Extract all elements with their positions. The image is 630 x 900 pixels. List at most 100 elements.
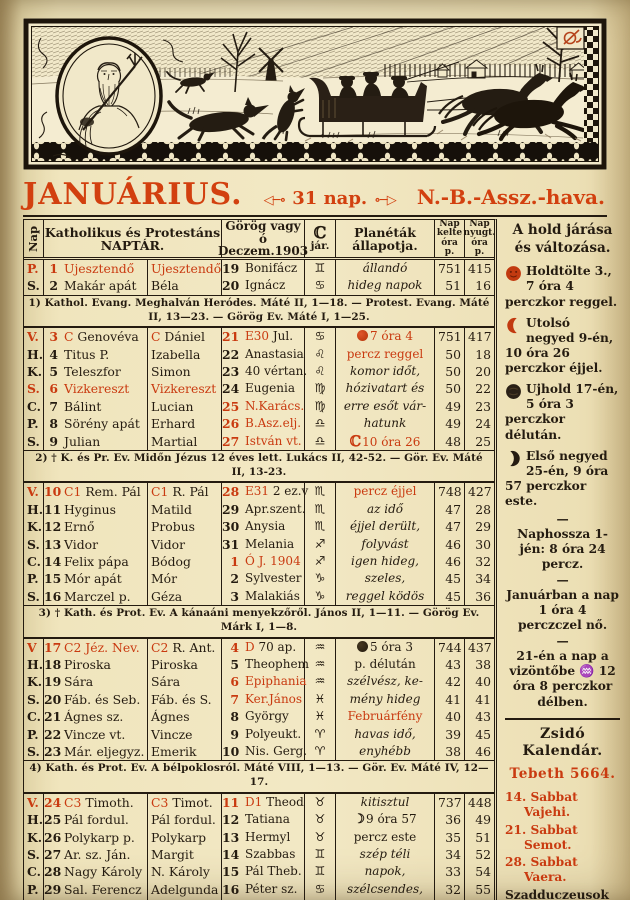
- sunset-time: 46: [475, 744, 491, 759]
- day-letter: C.: [24, 397, 44, 416]
- planet-weather-note: napok,: [336, 863, 435, 881]
- greek-day-number: 12: [222, 812, 240, 828]
- day-letter: C.: [24, 553, 44, 571]
- protestant-name: Martial: [148, 432, 222, 451]
- greek-day-number: 15: [222, 864, 240, 880]
- greek-name: E31 2 ez.v: [242, 483, 308, 501]
- sunrise-time: 50: [435, 380, 465, 398]
- day-letter: K.: [24, 828, 44, 847]
- day-count: 31 nap.: [292, 188, 368, 209]
- header-greek: Görög vagy ó Deczem.1903: [217, 219, 309, 259]
- day-count-group: ◁─∘ 31 nap. ∘─▷: [264, 188, 397, 209]
- zodiac-sign-icon: ♓: [305, 708, 336, 726]
- greek-day-number: 3: [230, 588, 239, 604]
- calendar-day-row: K. 12 Ernő Probus 30 Anysia ♏ éjjel derült, 47 29: [24, 518, 494, 536]
- planet-weather-note: szeles,: [336, 570, 435, 588]
- catholic-day-number: 21: [44, 709, 62, 725]
- sunset-time: 38: [475, 657, 491, 673]
- jewish-entry: 21. Sabbat Semot.: [505, 822, 578, 852]
- moon-phase-list: Holdtölte 3., 7 óra 4 perczkor reggel. Ut…: [505, 264, 620, 509]
- sunrise-time: 35: [435, 828, 465, 847]
- planet-weather-note: folyvást: [336, 535, 435, 554]
- sunset-time: 29: [475, 519, 491, 535]
- protestant-name: Ujesztendő: [148, 260, 222, 278]
- moon-phase-text: Ujhold 17-én, 5 óra 3 perczkor délután.: [505, 382, 619, 442]
- zodiac-sign-icon: ♉: [305, 828, 336, 847]
- catholic-day-number: 6: [49, 381, 58, 397]
- planet-weather-note: állandó: [336, 260, 435, 278]
- sunrise-time: 39: [435, 725, 465, 744]
- greek-day-number: 25: [222, 398, 240, 414]
- planet-weather-note: mény hideg: [336, 690, 435, 709]
- catholic-day-number: 7: [49, 398, 58, 414]
- zodiac-sign-icon: ♒: [305, 656, 336, 674]
- header-sunset: Nap nyugt. óra p.: [463, 219, 496, 258]
- protestant-name: Fáb. és S.: [148, 690, 222, 709]
- greek-name: B.Asz.elj.: [242, 415, 305, 433]
- table-header: Nap Katholikus és Protestáns NAPTÁR. Görö…: [24, 219, 496, 260]
- sunset-time: 40: [475, 674, 491, 690]
- new-moon-icon: [356, 640, 368, 652]
- wolf-running-icon: [167, 97, 269, 142]
- greek-day-number: 11: [222, 794, 240, 810]
- greek-name: Eugenia: [242, 380, 305, 398]
- day-letter: K.: [24, 363, 44, 381]
- greek-day-number: 22: [222, 346, 240, 362]
- sunrise-time: 49: [435, 397, 465, 416]
- catholic-day-number: 1: [49, 261, 58, 276]
- day-letter: V.: [24, 328, 44, 346]
- zodiac-sign-icon: ♓: [305, 690, 336, 709]
- calendar-day-row: P. 15 Mór apát Mór 2 Sylvester ♑ szeles, 45 34: [24, 570, 494, 588]
- catholic-day-number: 12: [44, 519, 62, 535]
- catholic-day-number: 25: [44, 812, 62, 828]
- zodiac-sign-icon: ♉: [305, 793, 336, 812]
- janus-medallion-icon: [55, 36, 163, 156]
- catholic-name: Bálint: [61, 397, 148, 416]
- day-letter: P.: [24, 415, 44, 433]
- sunrise-time: 7 44: [435, 638, 465, 657]
- calendar-day-row: C. 21 Ágnes sz. Ágnes 8 György ♓ Februárfény 40 4…: [24, 708, 494, 726]
- catholic-name: Sára: [61, 673, 148, 691]
- catholic-name: Pál fordul.: [61, 811, 148, 829]
- calendar-day-row: S. 20 Fáb. és Seb. Fáb. és S. 7 Ker.János ♓ mén…: [24, 690, 494, 709]
- protestant-name: Emerik: [148, 743, 222, 761]
- jewish-month: Tebeth 5664.: [509, 765, 616, 782]
- moon-phase-item: Utolsó negyed 9-én, 10 óra 26 perczkor é…: [505, 316, 620, 377]
- planet-weather-note: szélcsendes,: [336, 880, 435, 899]
- title-bar: JANUÁRIUS. ◁─∘ 31 nap. ∘─▷ N.-B.-Assz.-h…: [23, 177, 607, 217]
- sidebar-title: A hold járása és változása.: [512, 222, 613, 256]
- greek-day-number: 1: [230, 554, 239, 570]
- greek-name: Hermyl: [242, 828, 305, 847]
- planet-weather-note: éjjel derült,: [336, 518, 435, 536]
- separator-dash: —: [556, 634, 569, 649]
- catholic-day-number: 18: [44, 657, 62, 673]
- sunrise-time: 34: [435, 846, 465, 864]
- calendar-day-row: K. 26 Polykarp p. Polykarp 13 Hermyl ♉ percz es…: [24, 828, 494, 847]
- day-letter: S.: [24, 846, 44, 864]
- greek-name: Theophem: [242, 656, 309, 674]
- protestant-name: Mór: [148, 570, 222, 588]
- zodiac-sign-icon: ♊: [305, 260, 336, 278]
- greek-day-number: 21: [222, 329, 240, 345]
- wolf-leaping-icon: [261, 85, 305, 142]
- new-moon-icon: [505, 383, 522, 400]
- planet-weather-note: percz reggel: [336, 345, 435, 364]
- day-letter: V: [24, 638, 44, 657]
- village-houses-icon: [434, 59, 589, 79]
- sunrise-time: 36: [435, 811, 465, 829]
- day-letter: S.: [24, 690, 44, 709]
- sunset-time: 18: [475, 346, 491, 362]
- day-letter: S.: [24, 535, 44, 554]
- sunrise-time: 47: [435, 500, 465, 519]
- planet-weather-note: reggel ködös: [336, 587, 435, 606]
- day-letter: S.: [24, 380, 44, 398]
- day-letter: P.: [24, 880, 44, 899]
- catholic-day-number: 10: [44, 484, 62, 500]
- sunset-time: 52: [475, 847, 491, 863]
- calendar-day-row: V. 10 C1 Rem. Pál C1 R. Pál 28 E31 2 ez.v ♏ per…: [24, 483, 494, 501]
- catholic-day-number: 29: [44, 881, 62, 897]
- planet-weather-note: percz este: [336, 828, 435, 847]
- zodiac-sign-icon: ♋: [305, 277, 336, 295]
- catholic-name: Hyginus: [61, 500, 148, 519]
